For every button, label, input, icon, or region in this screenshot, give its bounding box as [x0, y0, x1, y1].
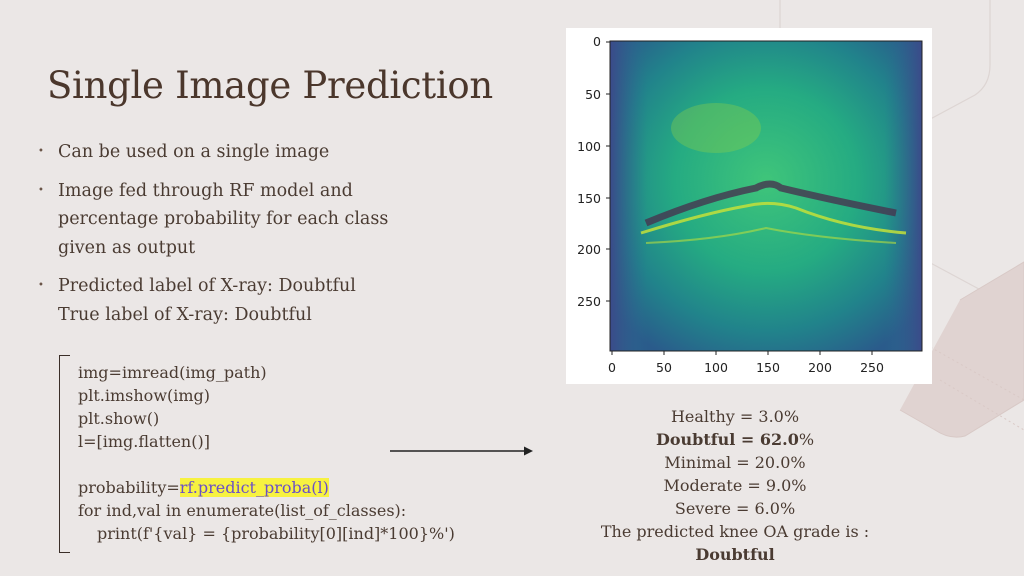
code-line: plt.imshow(img) [78, 386, 211, 405]
code-line: plt.show() [78, 409, 160, 428]
x-tick-label: 50 [656, 360, 672, 375]
bullet-icon: • [38, 146, 44, 157]
x-tick-label: 0 [608, 360, 616, 375]
result-minimal: Minimal = 20.0% [664, 453, 806, 472]
bullet-text: True label of X-ray: Doubtful [58, 304, 312, 325]
predicted-grade: The predicted knee OA grade is : Doubtfu… [560, 520, 910, 566]
code-line: img=imread(img_path) [78, 363, 267, 382]
bullet-icon: • [38, 184, 44, 196]
y-tick-label: 150 [577, 191, 601, 206]
x-tick-label: 250 [860, 360, 884, 375]
code-line: probability=rf.predict_proba(l) [78, 476, 455, 499]
bullet-item: • Can be used on a single image [38, 138, 428, 167]
bullet-item: • Image fed through RF model and percent… [38, 177, 428, 263]
result-severe: Severe = 6.0% [674, 499, 796, 518]
y-tick-label: 250 [577, 294, 601, 309]
result-doubtful-value: Doubtful = 62.0 [655, 430, 799, 449]
y-tick-label: 200 [577, 242, 601, 257]
bullet-text: Can be used on a single image [58, 142, 330, 162]
code-line: print(f'{val} = {probability[0][ind]*100… [97, 524, 455, 543]
code-highlight: rf.predict_proba(l) [179, 478, 329, 497]
arrow-icon [390, 446, 533, 456]
bullet-text: Predicted label of X-ray: Doubtful [58, 276, 356, 296]
xray-plot: 0 50 100 150 200 250 0 50 100 150 200 25… [566, 28, 932, 384]
predicted-grade-label: The predicted knee OA grade is : [600, 522, 870, 541]
code-line: l=[img.flatten()] [78, 432, 210, 451]
bullet-icon: • [38, 280, 44, 291]
y-tick-label: 0 [593, 34, 601, 49]
y-tick-label: 100 [577, 139, 601, 154]
prediction-results: Healthy = 3.0% Doubtful = 62.0% Minimal … [560, 405, 910, 566]
code-line: for ind,val in enumerate(list_of_classes… [78, 501, 407, 520]
y-tick-label: 50 [585, 87, 601, 102]
x-tick-label: 200 [808, 360, 832, 375]
page-title: Single Image Prediction [47, 64, 493, 107]
x-tick-label: 150 [756, 360, 780, 375]
bullet-text: Image fed through RF model and percentag… [58, 180, 389, 258]
predicted-grade-value: Doubtful [695, 545, 775, 564]
x-tick-label: 100 [704, 360, 728, 375]
result-doubtful-percent: % [798, 430, 815, 449]
result-healthy: Healthy = 3.0% [670, 407, 800, 426]
xray-image: 0 50 100 150 200 250 0 50 100 150 200 25… [577, 34, 923, 375]
result-moderate: Moderate = 9.0% [663, 476, 807, 495]
bullet-item: • Predicted label of X-ray: Doubtful Tru… [38, 272, 428, 329]
code-block: img=imread(img_path) plt.imshow(img) plt… [78, 361, 455, 545]
code-bracket [59, 355, 70, 553]
result-doubtful: Doubtful = 62.0% [560, 428, 910, 451]
code-text: probability= [78, 478, 180, 497]
bullet-list: • Can be used on a single image • Image … [38, 138, 428, 329]
